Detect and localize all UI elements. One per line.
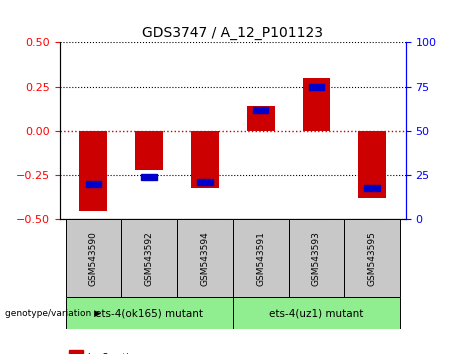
Bar bbox=[344, 219, 400, 297]
Bar bbox=[233, 219, 289, 297]
Bar bbox=[142, 174, 157, 180]
Bar bbox=[289, 219, 344, 297]
Text: GSM543594: GSM543594 bbox=[201, 231, 209, 286]
Bar bbox=[177, 219, 233, 297]
Text: genotype/variation ▶: genotype/variation ▶ bbox=[5, 309, 100, 318]
Bar bbox=[65, 297, 233, 329]
Bar bbox=[253, 107, 268, 113]
Text: log2 ratio: log2 ratio bbox=[88, 353, 134, 354]
Bar bbox=[309, 84, 324, 90]
Bar bbox=[135, 131, 163, 170]
Bar bbox=[65, 219, 121, 297]
Bar bbox=[364, 184, 380, 191]
Title: GDS3747 / A_12_P101123: GDS3747 / A_12_P101123 bbox=[142, 26, 323, 40]
Text: ets-4(uz1) mutant: ets-4(uz1) mutant bbox=[269, 308, 364, 318]
Bar bbox=[233, 297, 400, 329]
Text: GSM543591: GSM543591 bbox=[256, 231, 265, 286]
Text: ets-4(ok165) mutant: ets-4(ok165) mutant bbox=[95, 308, 203, 318]
Bar bbox=[302, 78, 331, 131]
Bar bbox=[191, 131, 219, 188]
Bar bbox=[121, 219, 177, 297]
Text: GSM543592: GSM543592 bbox=[145, 231, 154, 286]
Text: GSM543593: GSM543593 bbox=[312, 231, 321, 286]
Bar bbox=[197, 179, 213, 185]
Bar bbox=[247, 106, 275, 131]
Bar bbox=[358, 131, 386, 198]
Bar bbox=[79, 131, 107, 211]
Text: GSM543590: GSM543590 bbox=[89, 231, 98, 286]
Bar bbox=[86, 181, 101, 187]
Text: GSM543595: GSM543595 bbox=[368, 231, 377, 286]
